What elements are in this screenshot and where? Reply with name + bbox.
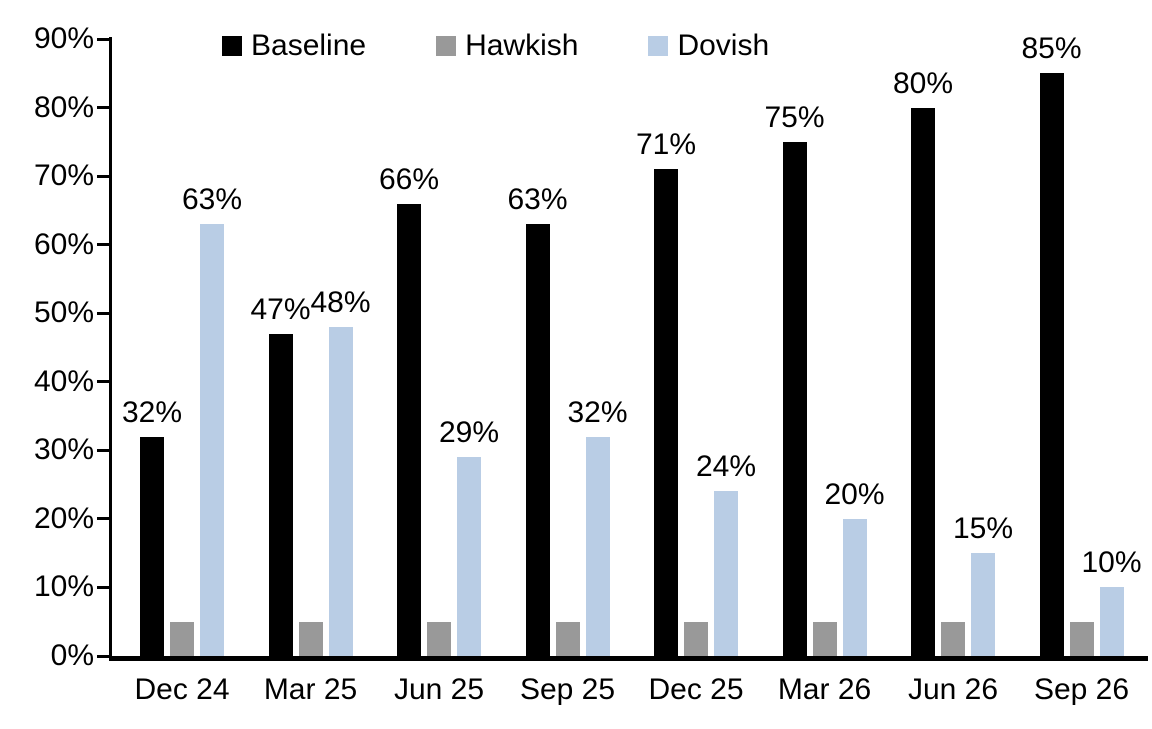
bar-baseline <box>268 333 293 656</box>
y-axis-tick-label: 40% <box>33 364 94 398</box>
y-axis-tick <box>97 174 109 178</box>
x-axis-category-label: Sep 26 <box>1033 673 1130 706</box>
bar-value-label: 80% <box>892 66 954 100</box>
bar-dovish <box>714 491 738 656</box>
y-axis-tick <box>97 654 109 658</box>
x-axis-line <box>109 656 1148 661</box>
bar-baseline <box>1039 73 1064 656</box>
bar-value-label: 63% <box>181 183 243 217</box>
y-axis-tick-label: 90% <box>33 22 94 55</box>
bar-baseline <box>525 224 550 656</box>
y-axis-tick-label: 50% <box>33 296 94 330</box>
legend-swatch-baseline-icon <box>222 36 242 56</box>
y-axis-tick-label: 20% <box>33 501 94 535</box>
x-axis-category-label: Jun 26 <box>907 673 999 706</box>
legend-item-baseline: Baseline <box>222 28 366 64</box>
bar-value-label: 10% <box>1081 546 1142 580</box>
bar-hawkish <box>298 621 323 656</box>
y-axis-tick <box>97 517 109 521</box>
bar-hawkish <box>941 621 965 656</box>
bar-value-label: 71% <box>635 128 697 162</box>
bar-baseline <box>782 141 807 656</box>
y-axis-tick-label: 70% <box>33 159 94 193</box>
legend-swatch-dovish-icon <box>648 36 669 56</box>
bar-value-label: 15% <box>952 512 1014 546</box>
y-axis-tick-label: 60% <box>33 227 94 261</box>
bar-dovish <box>328 326 353 656</box>
bar-baseline <box>140 436 164 656</box>
bar-value-label: 24% <box>695 450 757 484</box>
bar-value-label: 32% <box>121 395 183 429</box>
y-axis-tick <box>97 243 109 247</box>
y-axis-tick <box>97 585 109 589</box>
legend-label-baseline: Baseline <box>251 29 367 62</box>
bar-value-label: 63% <box>507 183 568 217</box>
bar-hawkish <box>170 621 194 656</box>
bar-dovish <box>1099 587 1124 656</box>
legend-item-dovish: Dovish <box>648 28 769 64</box>
x-axis-category-label: Dec 24 <box>134 673 230 706</box>
bar-hawkish <box>684 621 708 656</box>
y-axis-tick-label: 10% <box>33 570 94 604</box>
bar-baseline <box>397 203 421 656</box>
y-axis-tick-label: 80% <box>33 90 94 124</box>
legend: Baseline Hawkish Dovish <box>222 28 769 64</box>
bar-value-label: 29% <box>438 416 500 450</box>
y-axis-tick <box>97 448 109 452</box>
bar-value-label: 47% <box>250 292 311 326</box>
x-axis-category-label: Mar 25 <box>263 673 358 706</box>
bar-dovish <box>200 224 224 656</box>
y-axis-tick <box>97 106 109 110</box>
legend-swatch-hawkish-icon <box>436 36 457 56</box>
bar-hawkish <box>427 621 451 656</box>
x-axis-category-label: Dec 25 <box>648 673 744 706</box>
bar-dovish <box>457 457 481 656</box>
x-axis-category-label: Jun 25 <box>393 673 485 706</box>
bar-value-label: 75% <box>764 100 825 134</box>
y-axis-tick <box>97 380 109 384</box>
bar-dovish <box>842 518 867 656</box>
y-axis-tick <box>97 311 109 315</box>
bar-value-label: 32% <box>567 395 628 429</box>
bar-baseline <box>654 169 678 656</box>
y-axis-tick <box>97 37 109 41</box>
bar-hawkish <box>555 621 580 656</box>
legend-label-hawkish: Hawkish <box>465 29 579 62</box>
legend-label-dovish: Dovish <box>677 29 770 62</box>
y-axis-line <box>109 37 112 661</box>
bar-hawkish <box>812 621 837 656</box>
legend-item-hawkish: Hawkish <box>436 28 578 64</box>
bar-dovish <box>585 436 610 656</box>
bar-value-label: 20% <box>824 477 885 511</box>
bar-hawkish <box>1069 621 1094 656</box>
bar-dovish <box>971 553 995 656</box>
x-axis-category-label: Mar 26 <box>777 673 872 706</box>
bar-value-label: 48% <box>310 285 371 319</box>
y-axis-tick-label: 30% <box>33 433 94 467</box>
y-axis-tick-label: 0% <box>50 639 94 672</box>
bar-baseline <box>911 107 935 656</box>
bar-value-label: 85% <box>1021 32 1082 66</box>
x-axis-category-label: Sep 25 <box>519 673 616 706</box>
bar-value-label: 66% <box>378 162 440 196</box>
